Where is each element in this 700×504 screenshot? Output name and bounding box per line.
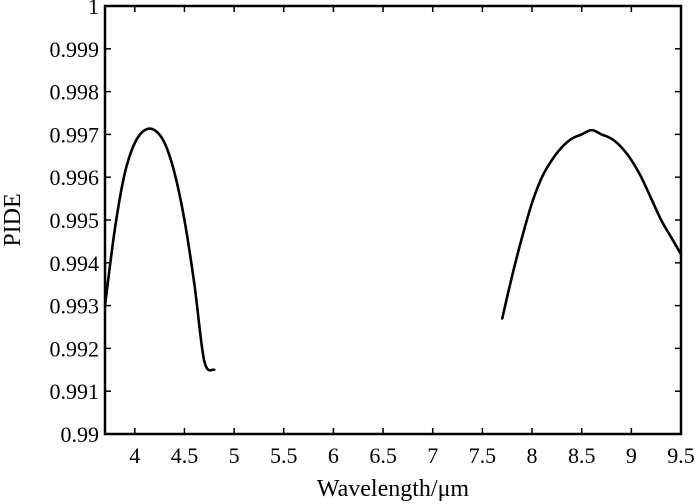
y-tick-label: 0.993: [50, 294, 100, 319]
x-tick-label: 5.5: [270, 443, 298, 468]
x-tick-labels: 4 4.5 5 5.5 6 6.5 7 7.5 8 8.5 9 9.5: [129, 443, 694, 468]
x-tick-label: 7: [427, 443, 438, 468]
y-tick-label: 0.997: [50, 122, 100, 147]
x-tick-label: 9: [626, 443, 637, 468]
y-tick-label: 0.995: [50, 208, 100, 233]
x-axis-title: Wavelength/μm: [317, 476, 470, 502]
series-line-2: [500, 128, 683, 320]
x-tick-label: 4: [129, 443, 140, 468]
y-tick-labels: 0.99 0.991 0.992 0.993 0.994 0.995 0.996 0.997 0…: [50, 0, 100, 447]
x-tick-label: 8: [527, 443, 538, 468]
y-tick-label: 0.999: [50, 37, 100, 62]
y-tick-label: 0.996: [50, 165, 100, 190]
x-tick-label: 6: [328, 443, 339, 468]
x-tick-label: 4.5: [171, 443, 199, 468]
x-tick-label: 7.5: [469, 443, 497, 468]
y-tick-label: 1: [88, 0, 99, 19]
y-tick-label: 0.994: [50, 251, 100, 276]
plot-frame: [103, 4, 683, 436]
y-tick-label: 0.991: [50, 379, 100, 404]
x-tick-label: 5: [229, 443, 240, 468]
x-tick-label: 6.5: [369, 443, 397, 468]
y-tick-label: 0.99: [61, 422, 100, 447]
y-axis-title: PIDE: [0, 193, 26, 246]
y-tick-label: 0.992: [50, 336, 100, 361]
y-tick-label: 0.998: [50, 80, 100, 105]
series-line-1: [103, 127, 216, 372]
x-tick-label: 9.5: [667, 443, 695, 468]
x-tick-label: 8.5: [568, 443, 596, 468]
series-lines: [103, 127, 683, 372]
tick-marks: [105, 5, 682, 435]
